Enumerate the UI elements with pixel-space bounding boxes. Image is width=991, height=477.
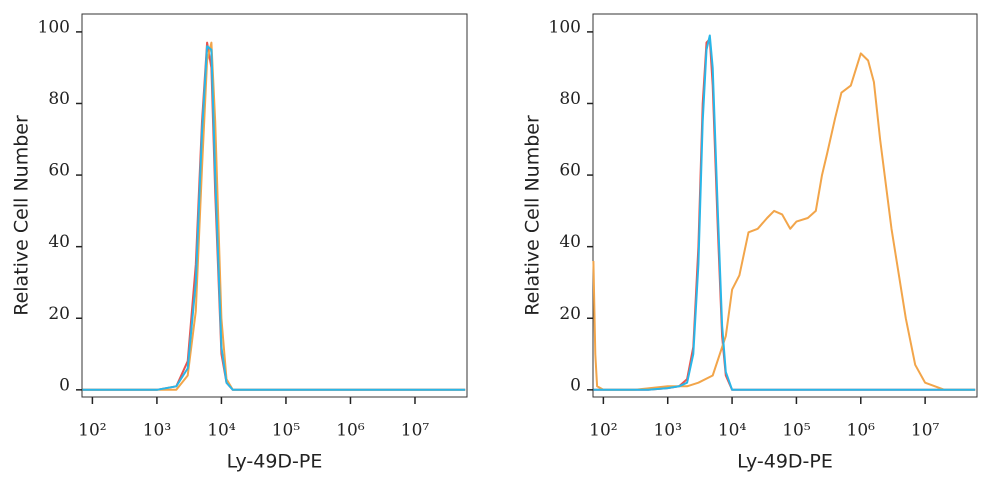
y-tick-label: 80 (559, 89, 581, 109)
x-tick-label: 10³ (143, 421, 171, 441)
chart: 0 20 40 60 80 100 10² 10³ 10⁴ 10⁵ 10⁶ 10⁷ Ly-49D-PE R… (11, 13, 468, 473)
y-axis-label: Relative Cell Number (522, 115, 544, 316)
x-tick-label: 10⁵ (782, 421, 811, 441)
x-tick-label: 10⁷ (401, 421, 430, 441)
x-tick-label: 10⁶ (847, 421, 876, 441)
y-tick-label: 40 (48, 232, 70, 252)
plot-frame (81, 13, 468, 398)
x-tick-label: 10⁴ (718, 421, 747, 441)
x-tick-label: 10⁵ (272, 421, 301, 441)
x-tick-label: 10⁶ (336, 421, 365, 441)
histogram-line (592, 52, 976, 391)
histogram-line (82, 41, 466, 391)
y-tick-label: 20 (48, 304, 70, 324)
plot-frame (592, 13, 978, 398)
x-axis-label: Ly-49D-PE (227, 451, 323, 473)
x-tick-label: 10⁷ (911, 421, 940, 441)
x-axis-label: Ly-49D-PE (737, 451, 833, 473)
y-tick-label: 80 (48, 89, 70, 109)
y-tick-label: 60 (48, 161, 70, 181)
x-tick-label: 10² (78, 421, 106, 441)
y-axis-label: Relative Cell Number (11, 115, 33, 316)
histogram-line (82, 45, 466, 391)
y-tick-label: 100 (38, 17, 70, 37)
x-tick-label: 10² (589, 421, 617, 441)
x-tick-label: 10⁴ (207, 421, 236, 441)
y-tick-label: 40 (559, 232, 581, 252)
y-tick-label: 0 (570, 375, 581, 395)
histogram-line (82, 41, 466, 391)
y-tick-label: 60 (559, 161, 581, 181)
y-tick-label: 100 (549, 17, 581, 37)
histogram-line (593, 38, 976, 391)
y-tick-label: 0 (59, 375, 70, 395)
x-tick-label: 10³ (653, 421, 681, 441)
chart: 0 20 40 60 80 100 10² 10³ 10⁴ 10⁵ 10⁶ 10⁷ Ly-49D-PE R… (522, 13, 978, 473)
y-tick-label: 20 (559, 304, 581, 324)
histogram-line (593, 34, 976, 391)
